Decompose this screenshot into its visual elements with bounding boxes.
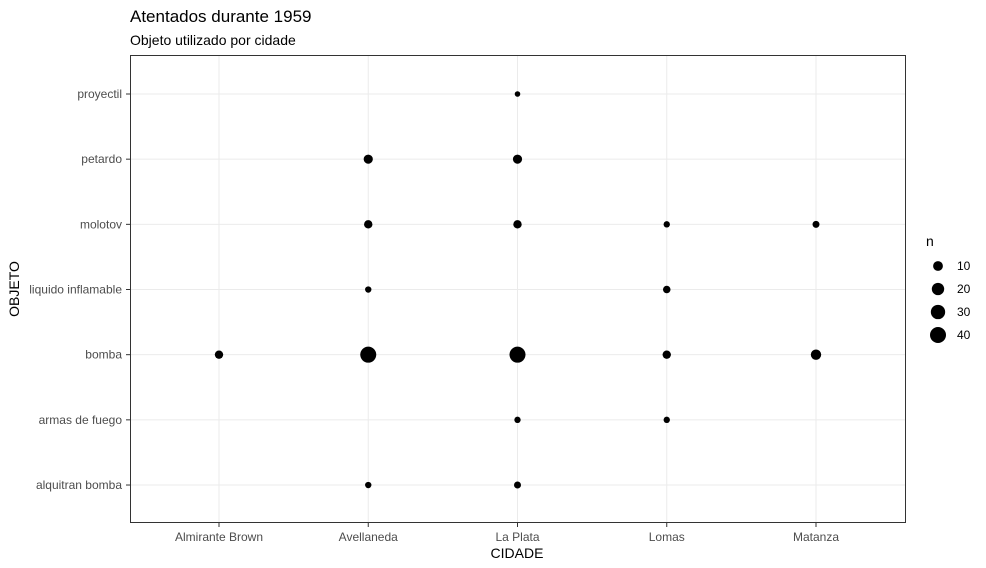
panel-frame: [130, 55, 906, 523]
plot-border: [130, 55, 906, 523]
data-point: [360, 346, 377, 363]
legend-label: 20: [957, 282, 971, 296]
data-point: [514, 91, 521, 97]
data-point: [364, 220, 373, 229]
data-point: [812, 220, 820, 228]
legend-key: [930, 304, 946, 320]
legend-label: 40: [957, 328, 971, 342]
size-legend: n 10 20 30 40: [926, 233, 971, 343]
data-point: [214, 350, 224, 359]
y-tick-label: petardo: [81, 152, 122, 166]
legend-label: 30: [957, 305, 971, 319]
x-tick-label: Almirante Brown: [175, 530, 263, 544]
legend-label: 10: [957, 259, 971, 273]
y-axis-ticks: alquitran bomba armas de fuego bomba liquid…: [29, 87, 130, 492]
data-point: [512, 154, 523, 164]
data-point: [363, 154, 373, 164]
legend-key: [931, 282, 945, 296]
data-point: [662, 285, 671, 294]
data-point: [365, 481, 372, 489]
data-point: [663, 221, 670, 228]
y-tick-label: molotov: [80, 217, 122, 231]
data-point: [365, 286, 372, 293]
data-point: [514, 481, 521, 489]
y-axis-title: OBJETO: [6, 261, 22, 317]
legend-key: [930, 327, 946, 343]
y-tick-label: proyectil: [77, 87, 122, 101]
x-axis-title: CIDADE: [491, 545, 544, 561]
x-tick-label: La Plata: [495, 530, 539, 544]
y-tick-label: alquitran bomba: [36, 478, 122, 492]
y-tick-label: armas de fuego: [39, 413, 123, 427]
x-tick-label: Matanza: [793, 530, 839, 544]
chart-subtitle: Objeto utilizado por cidade: [130, 32, 296, 48]
y-tick-label: bomba: [85, 348, 122, 362]
y-tick-label: liquido inflamable: [29, 283, 122, 297]
data-point: [514, 416, 521, 424]
data-point: [662, 350, 671, 359]
chart-title: Atentados durante 1959: [130, 7, 311, 26]
data-point: [663, 416, 670, 424]
data-point: [513, 220, 522, 229]
legend-title: n: [926, 233, 934, 249]
x-tick-label: Avellaneda: [339, 530, 398, 544]
legend-key: [933, 261, 943, 271]
data-point: [509, 346, 526, 363]
x-axis-ticks: Almirante Brown Avellaneda La Plata Lomas Ma…: [175, 523, 839, 544]
x-tick-label: Lomas: [649, 530, 685, 544]
data-points: [214, 91, 822, 489]
data-point: [810, 349, 822, 360]
